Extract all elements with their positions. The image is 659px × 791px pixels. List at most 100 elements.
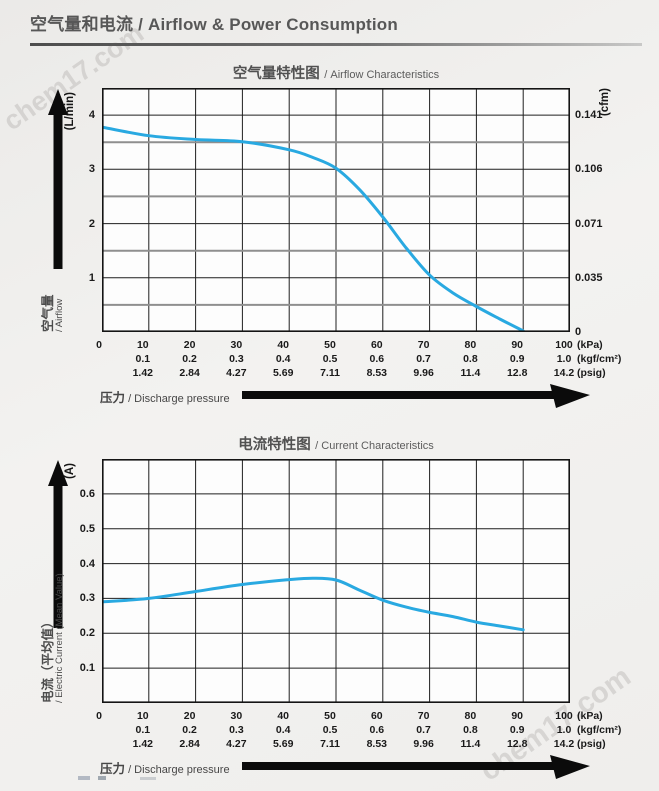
discharge-pressure-label-zh: 压力 <box>100 762 126 776</box>
x-tick-label: 1.0 <box>556 724 572 736</box>
airflow-direction-arrow-icon <box>48 89 68 269</box>
y-axis-name-en: / Airflow <box>54 298 66 332</box>
airflow-curve <box>102 125 525 332</box>
y-tick-label: 2 <box>88 217 95 230</box>
x-tick-label: 70 <box>417 710 430 722</box>
x-tick-label: 90 <box>511 339 524 351</box>
chart-title: 电流特性图 / Current Characteristics <box>102 433 570 454</box>
x-tick-label: 60 <box>370 339 383 351</box>
page-title: 空气量和电流 / Airflow & Power Consumption <box>30 15 398 34</box>
y-tick-label: 1 <box>88 271 95 284</box>
x-axis-unit: (kPa) <box>577 710 603 722</box>
x-tick-label: 0.1 <box>135 353 151 365</box>
x-axis-unit: (kPa) <box>577 339 603 351</box>
x-tick-label: 0.3 <box>229 724 244 736</box>
chart-title-en: / Airflow Characteristics <box>324 69 440 81</box>
x-tick-label: 30 <box>230 710 243 722</box>
x-tick-label: 1.42 <box>132 738 154 750</box>
y-tick-label: 4 <box>88 109 95 122</box>
x-tick-label: 0.6 <box>369 353 385 365</box>
x-tick-label: 9.96 <box>413 367 434 379</box>
x-tick-label: 20 <box>183 710 196 722</box>
y-right-tick-label: 0 <box>575 326 582 338</box>
x-tick-label: 2.84 <box>179 738 200 750</box>
x-tick-label: 20 <box>183 339 196 351</box>
x-tick-label: 0.1 <box>135 724 151 736</box>
x-tick-label: 40 <box>277 710 290 722</box>
x-tick-label: 9.96 <box>413 738 434 750</box>
discharge-pressure-label-en: / Discharge pressure <box>125 393 230 405</box>
pressure-direction-arrow-icon <box>242 384 590 408</box>
y-right-tick-label: 0.035 <box>575 271 603 284</box>
x-tick-label: 0.7 <box>416 353 431 365</box>
x-tick-label: 0.4 <box>275 724 291 736</box>
title-rule-divider <box>30 43 642 46</box>
y-right-tick-label: 0.071 <box>575 217 603 230</box>
current-direction-arrow-icon <box>48 460 68 628</box>
y-tick-label: 0.3 <box>79 592 95 605</box>
chart-title-en: / Current Characteristics <box>315 440 434 452</box>
x-tick-label: 14.2 <box>553 367 575 379</box>
y-right-tick-label: 0.141 <box>575 109 603 122</box>
x-tick-label: 8.53 <box>366 367 388 379</box>
x-tick-label: 7.11 <box>320 738 340 750</box>
x-tick-label: 0.2 <box>182 353 197 365</box>
x-tick-label: 0.3 <box>229 353 244 365</box>
discharge-pressure-label: 压力 / Discharge pressure <box>100 387 230 407</box>
x-axis-unit: (kgf/cm²) <box>577 724 622 736</box>
x-tick-label: 12.8 <box>506 738 528 750</box>
x-tick-label: 0.8 <box>463 353 478 365</box>
chart-title-zh: 空气量特性图 <box>232 66 320 82</box>
pressure-direction-arrow-icon <box>242 755 590 779</box>
x-axis-unit: (kgf/cm²) <box>577 353 622 365</box>
discharge-pressure-label-zh: 压力 <box>100 391 126 405</box>
discharge-pressure-label-en: / Discharge pressure <box>125 764 230 776</box>
y-axis-name: 空气量 / Airflow <box>41 172 66 332</box>
x-tick-label: 1.0 <box>556 353 572 365</box>
x-tick-label: 30 <box>230 339 243 351</box>
x-tick-label: 60 <box>370 710 383 722</box>
cutoff-content-artifact <box>78 776 90 780</box>
x-tick-label: 0.8 <box>463 724 478 736</box>
x-tick-label: 50 <box>324 710 336 722</box>
y-tick-label: 0.6 <box>79 487 95 500</box>
x-tick-label: 5.69 <box>272 367 294 379</box>
x-tick-label: 5.69 <box>272 738 294 750</box>
x-tick-label: 4.27 <box>226 367 247 379</box>
x-tick-label: 0.4 <box>275 353 291 365</box>
x-tick-label: 7.11 <box>320 367 340 379</box>
x-tick-label: 0.6 <box>369 724 385 736</box>
x-tick-label: 12.8 <box>506 367 528 379</box>
x-tick-label: 0.9 <box>509 724 525 736</box>
cutoff-content-artifact <box>140 777 156 780</box>
x-tick-label: 14.2 <box>553 738 575 750</box>
y-tick-label: 3 <box>88 163 95 176</box>
x-tick-label: 0.2 <box>182 724 197 736</box>
x-tick-label: 80 <box>464 710 477 722</box>
airflow-characteristics-chart: 空气量特性图 / Airflow Characteristics (L/min)… <box>0 56 659 427</box>
x-tick-label: 0.7 <box>416 724 431 736</box>
y-tick-label: 0.5 <box>79 522 95 535</box>
x-tick-label: 80 <box>464 339 477 351</box>
x-tick-label: 70 <box>417 339 430 351</box>
x-tick-label: 1.42 <box>132 367 154 379</box>
x-tick-label: 2.84 <box>179 367 200 379</box>
x-tick-label: 0 <box>96 710 102 722</box>
x-tick-label: 40 <box>277 339 290 351</box>
x-tick-label: 11.4 <box>460 738 481 750</box>
airflow-plot-area <box>102 88 570 332</box>
x-tick-label: 0.5 <box>322 724 338 736</box>
y-tick-label: 0.4 <box>79 557 95 570</box>
chart-title-zh: 电流特性图 <box>238 437 311 453</box>
x-tick-label: 0.9 <box>509 353 525 365</box>
x-tick-label: 10 <box>136 710 149 722</box>
cutoff-content-artifact <box>98 776 106 780</box>
x-axis-unit: (psig) <box>577 738 606 750</box>
x-tick-label: 90 <box>511 710 524 722</box>
discharge-pressure-label: 压力 / Discharge pressure <box>100 758 230 778</box>
x-tick-label: 50 <box>324 339 336 351</box>
x-tick-label: 4.27 <box>226 738 247 750</box>
y-right-tick-label: 0.106 <box>575 163 603 176</box>
x-tick-label: 0 <box>96 339 102 351</box>
